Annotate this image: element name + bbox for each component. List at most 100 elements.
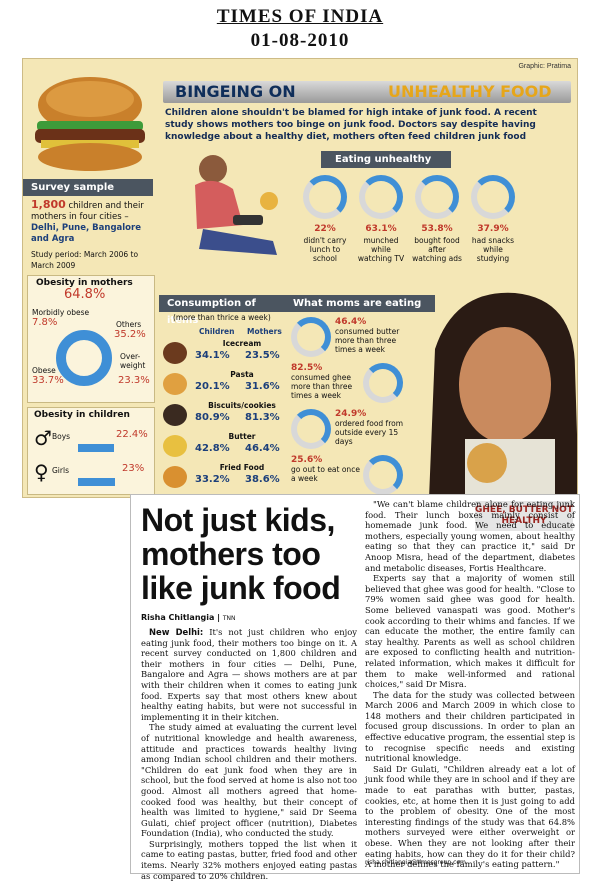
food-name: Butter xyxy=(228,432,256,441)
obesity-mothers-box: Obesity in mothers 64.8% Morbidly obese … xyxy=(27,275,155,403)
survey-period: Study period: March 2006 to March 2009 xyxy=(31,250,139,270)
food-mothers-pct: 31.6% xyxy=(245,381,280,392)
article-headline: Not just kids, mothers too like junk foo… xyxy=(141,502,341,606)
eating-label: had snacks while studying xyxy=(471,236,515,263)
graphic-credit: Graphic: Pratima xyxy=(518,63,571,70)
moms-pct: 25.6% xyxy=(291,455,323,465)
food-mothers-pct: 46.4% xyxy=(245,443,280,454)
infographic: Graphic: Pratima BINGEING ON UNHEALTHY F… xyxy=(22,58,578,498)
survey-number: 1,800 xyxy=(31,198,66,211)
moms-pct: 82.5% xyxy=(291,363,323,373)
moms-label: consumed butter more than three times a … xyxy=(335,327,400,354)
obesity-mothers-title: Obesity in mothers xyxy=(36,278,133,288)
eating-unhealthy-heading: Eating unhealthy xyxy=(321,151,451,168)
col2-para2: Experts say that a majority of women sti… xyxy=(365,573,575,690)
eating-pct: 63.1% xyxy=(365,224,397,234)
article-column-2: "We can't blame children alone for eatin… xyxy=(365,499,575,870)
food-icon xyxy=(163,342,187,364)
boy-illustration xyxy=(195,155,278,255)
eating-pct: 53.8% xyxy=(421,224,453,234)
article-byline: Risha Chitlangia | TNN xyxy=(141,613,236,622)
boys-label: Boys xyxy=(52,432,71,441)
boys-pct: 22.4% xyxy=(116,429,148,440)
survey-cities: Delhi, Pune, Bangalore and Agra xyxy=(31,223,141,244)
moms-ring xyxy=(363,363,403,403)
survey-text: children and their mothers in four citie… xyxy=(31,201,144,222)
moms-label: ordered food from outside every 15 days xyxy=(335,419,404,446)
eating-label: didn't carry lunch to school xyxy=(303,236,347,263)
title-part2: UNHEALTHY FOOD xyxy=(388,82,552,101)
moms-eating-heading: What moms are eating xyxy=(285,295,435,312)
col2-para3: The data for the study was collected bet… xyxy=(365,689,575,764)
consumption-row: Biscuits/cookies 80.9% 81.3% xyxy=(157,401,287,429)
col2-para4: Said Dr Gulati, "Children already eat a … xyxy=(365,763,575,870)
food-mothers-pct: 23.5% xyxy=(245,350,280,361)
moms-label: consumed ghee more than three times a we… xyxy=(291,373,353,400)
others-pct: 35.2% xyxy=(114,329,146,340)
graphic-title-banner: BINGEING ON UNHEALTHY FOOD xyxy=(163,81,571,103)
food-children-pct: 80.9% xyxy=(195,412,230,423)
morbidly-obese-pct: 7.8% xyxy=(32,317,58,328)
eating-label: bought food after watching ads xyxy=(412,236,462,263)
survey-block: 1,800 children and their mothers in four… xyxy=(31,199,155,271)
consumption-row: Pasta 20.1% 31.6% xyxy=(157,370,287,398)
girls-pct: 23% xyxy=(122,463,145,474)
consumption-row: Butter 42.8% 46.4% xyxy=(157,432,287,460)
obese-label: Obese xyxy=(32,366,56,375)
eating-pct: 22% xyxy=(314,224,336,234)
food-name: Fried Food xyxy=(219,463,265,472)
consumption-col-mothers: Mothers xyxy=(247,327,282,336)
byline-agency: TNN xyxy=(222,615,236,622)
publication-name: TIMES OF INDIA xyxy=(216,6,384,27)
moms-ring xyxy=(291,317,331,357)
food-name: Icecream xyxy=(222,339,262,348)
moms-text: 24.9% ordered food from outside every 15 … xyxy=(335,409,405,447)
article-column-1: New Delhi: It's not just children who en… xyxy=(141,627,357,881)
food-children-pct: 20.1% xyxy=(195,381,230,392)
moms-pct: 24.9% xyxy=(335,409,367,419)
col2-para1: "We can't blame children alone for eatin… xyxy=(365,499,575,573)
moms-ring xyxy=(363,455,403,495)
boy-icon: ♂ xyxy=(34,426,52,450)
consumption-row: Fried Food 33.2% 38.6% xyxy=(157,463,287,491)
consumption-row: Icecream 34.1% 23.5% xyxy=(157,339,287,367)
food-icon xyxy=(163,373,187,395)
eating-ring xyxy=(415,175,459,219)
consumption-col-children: Children xyxy=(199,327,235,336)
moms-pct: 46.4% xyxy=(335,317,367,327)
graphic-intro: Children alone shouldn't be blamed for h… xyxy=(165,108,537,142)
obese-pct: 33.7% xyxy=(32,375,64,386)
byline-author: Risha Chitlangia xyxy=(141,613,215,622)
consumption-subtitle: (more than thrice a week) xyxy=(173,313,271,322)
author-email: risha.chitlangia@timesgroup.com xyxy=(365,859,466,866)
article: Not just kids, mothers too like junk foo… xyxy=(130,494,580,881)
food-mothers-pct: 38.6% xyxy=(245,474,280,485)
eating-ring xyxy=(303,175,347,219)
moms-text: 25.6% go out to eat once a week xyxy=(291,455,361,484)
obesity-mothers-donut xyxy=(56,330,112,386)
food-icon xyxy=(163,404,187,426)
morbidly-obese-label: Morbidly obese xyxy=(32,308,90,317)
food-icon xyxy=(163,466,187,488)
sidebar-heading: GHEE, BUTTER NOT HEALTHY xyxy=(475,501,573,531)
food-icon xyxy=(163,435,187,457)
overweight-label: Over-weight xyxy=(120,352,146,370)
overweight-pct: 23.3% xyxy=(118,375,150,386)
moms-text: 82.5% consumed ghee more than three times… xyxy=(291,363,361,401)
col1-para3: Surprisingly, mothers topped the list wh… xyxy=(141,838,357,881)
obesity-children-title: Obesity in children xyxy=(34,410,130,420)
food-name: Pasta xyxy=(230,370,254,379)
burger-illustration xyxy=(35,77,145,171)
food-name: Biscuits/cookies xyxy=(208,401,276,410)
article-dateline: New Delhi: xyxy=(149,627,204,637)
consumption-heading: Consumption of items xyxy=(159,295,285,326)
boys-bar xyxy=(78,444,114,452)
eating-pct: 37.9% xyxy=(477,224,509,234)
girls-bar xyxy=(78,478,115,486)
col1-para1: It's not just children who enjoy eating … xyxy=(141,627,357,722)
food-mothers-pct: 81.3% xyxy=(245,412,280,423)
others-label: Others xyxy=(116,320,142,329)
consumption-list: Icecream 34.1% 23.5% Pasta 20.1% 31.6% Biscuit… xyxy=(157,339,287,497)
moms-text: 46.4% consumed butter more than three tim… xyxy=(335,317,405,355)
girl-icon: ♀ xyxy=(34,460,49,484)
